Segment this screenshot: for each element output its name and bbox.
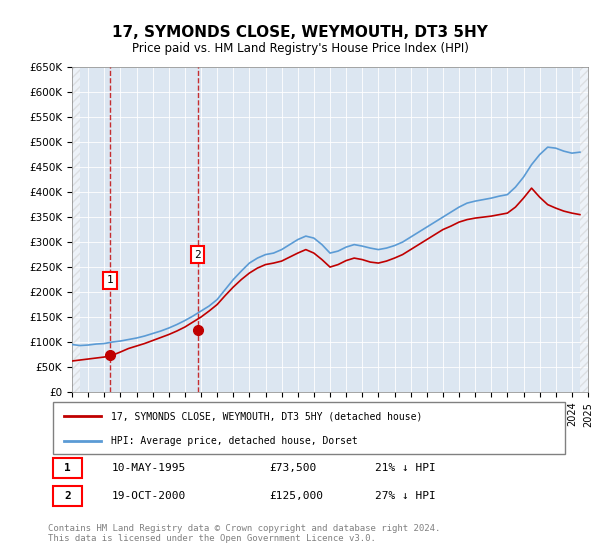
Bar <box>580 67 588 392</box>
Text: £125,000: £125,000 <box>270 491 324 501</box>
FancyBboxPatch shape <box>53 486 82 506</box>
FancyBboxPatch shape <box>53 402 565 454</box>
Text: Contains HM Land Registry data © Crown copyright and database right 2024.
This d: Contains HM Land Registry data © Crown c… <box>48 524 440 543</box>
Text: 19-OCT-2000: 19-OCT-2000 <box>112 491 185 501</box>
FancyBboxPatch shape <box>53 458 82 478</box>
Text: 17, SYMONDS CLOSE, WEYMOUTH, DT3 5HY (detached house): 17, SYMONDS CLOSE, WEYMOUTH, DT3 5HY (de… <box>112 411 423 421</box>
Text: 17, SYMONDS CLOSE, WEYMOUTH, DT3 5HY: 17, SYMONDS CLOSE, WEYMOUTH, DT3 5HY <box>112 25 488 40</box>
Text: HPI: Average price, detached house, Dorset: HPI: Average price, detached house, Dors… <box>112 436 358 446</box>
Text: 2: 2 <box>194 250 201 260</box>
Text: 1: 1 <box>64 463 71 473</box>
Text: 2: 2 <box>64 491 71 501</box>
Text: 1: 1 <box>107 276 113 285</box>
Bar <box>72 67 80 392</box>
Text: 21% ↓ HPI: 21% ↓ HPI <box>376 463 436 473</box>
Text: 10-MAY-1995: 10-MAY-1995 <box>112 463 185 473</box>
Text: £73,500: £73,500 <box>270 463 317 473</box>
Text: 27% ↓ HPI: 27% ↓ HPI <box>376 491 436 501</box>
Text: Price paid vs. HM Land Registry's House Price Index (HPI): Price paid vs. HM Land Registry's House … <box>131 42 469 55</box>
